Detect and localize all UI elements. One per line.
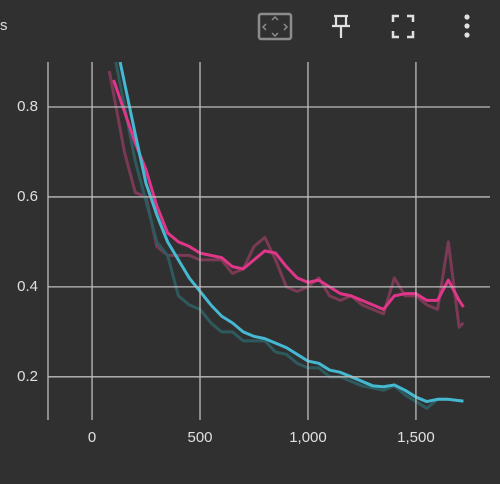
y-tick-label: 0.8 bbox=[17, 98, 38, 115]
series-line bbox=[114, 62, 464, 410]
toolbar bbox=[257, 12, 470, 41]
series-line bbox=[112, 79, 465, 311]
fullscreen-button[interactable] bbox=[391, 14, 415, 39]
y-tick-label: 0.4 bbox=[17, 278, 38, 295]
x-tick-label: 500 bbox=[187, 429, 212, 446]
plot-area bbox=[107, 62, 465, 410]
more-menu-button[interactable] bbox=[464, 14, 470, 38]
x-tick-label: 1,500 bbox=[397, 429, 435, 446]
series-line bbox=[118, 62, 464, 404]
x-tick-label: 1,000 bbox=[289, 429, 327, 446]
chart-title: s bbox=[0, 17, 8, 34]
pin-button[interactable] bbox=[332, 14, 350, 38]
x-tick-label: 0 bbox=[88, 429, 96, 446]
series-line bbox=[107, 70, 465, 329]
y-tick-label: 0.2 bbox=[17, 368, 38, 385]
y-tick-label: 0.6 bbox=[17, 188, 38, 205]
fit-domain-button[interactable] bbox=[257, 12, 293, 41]
